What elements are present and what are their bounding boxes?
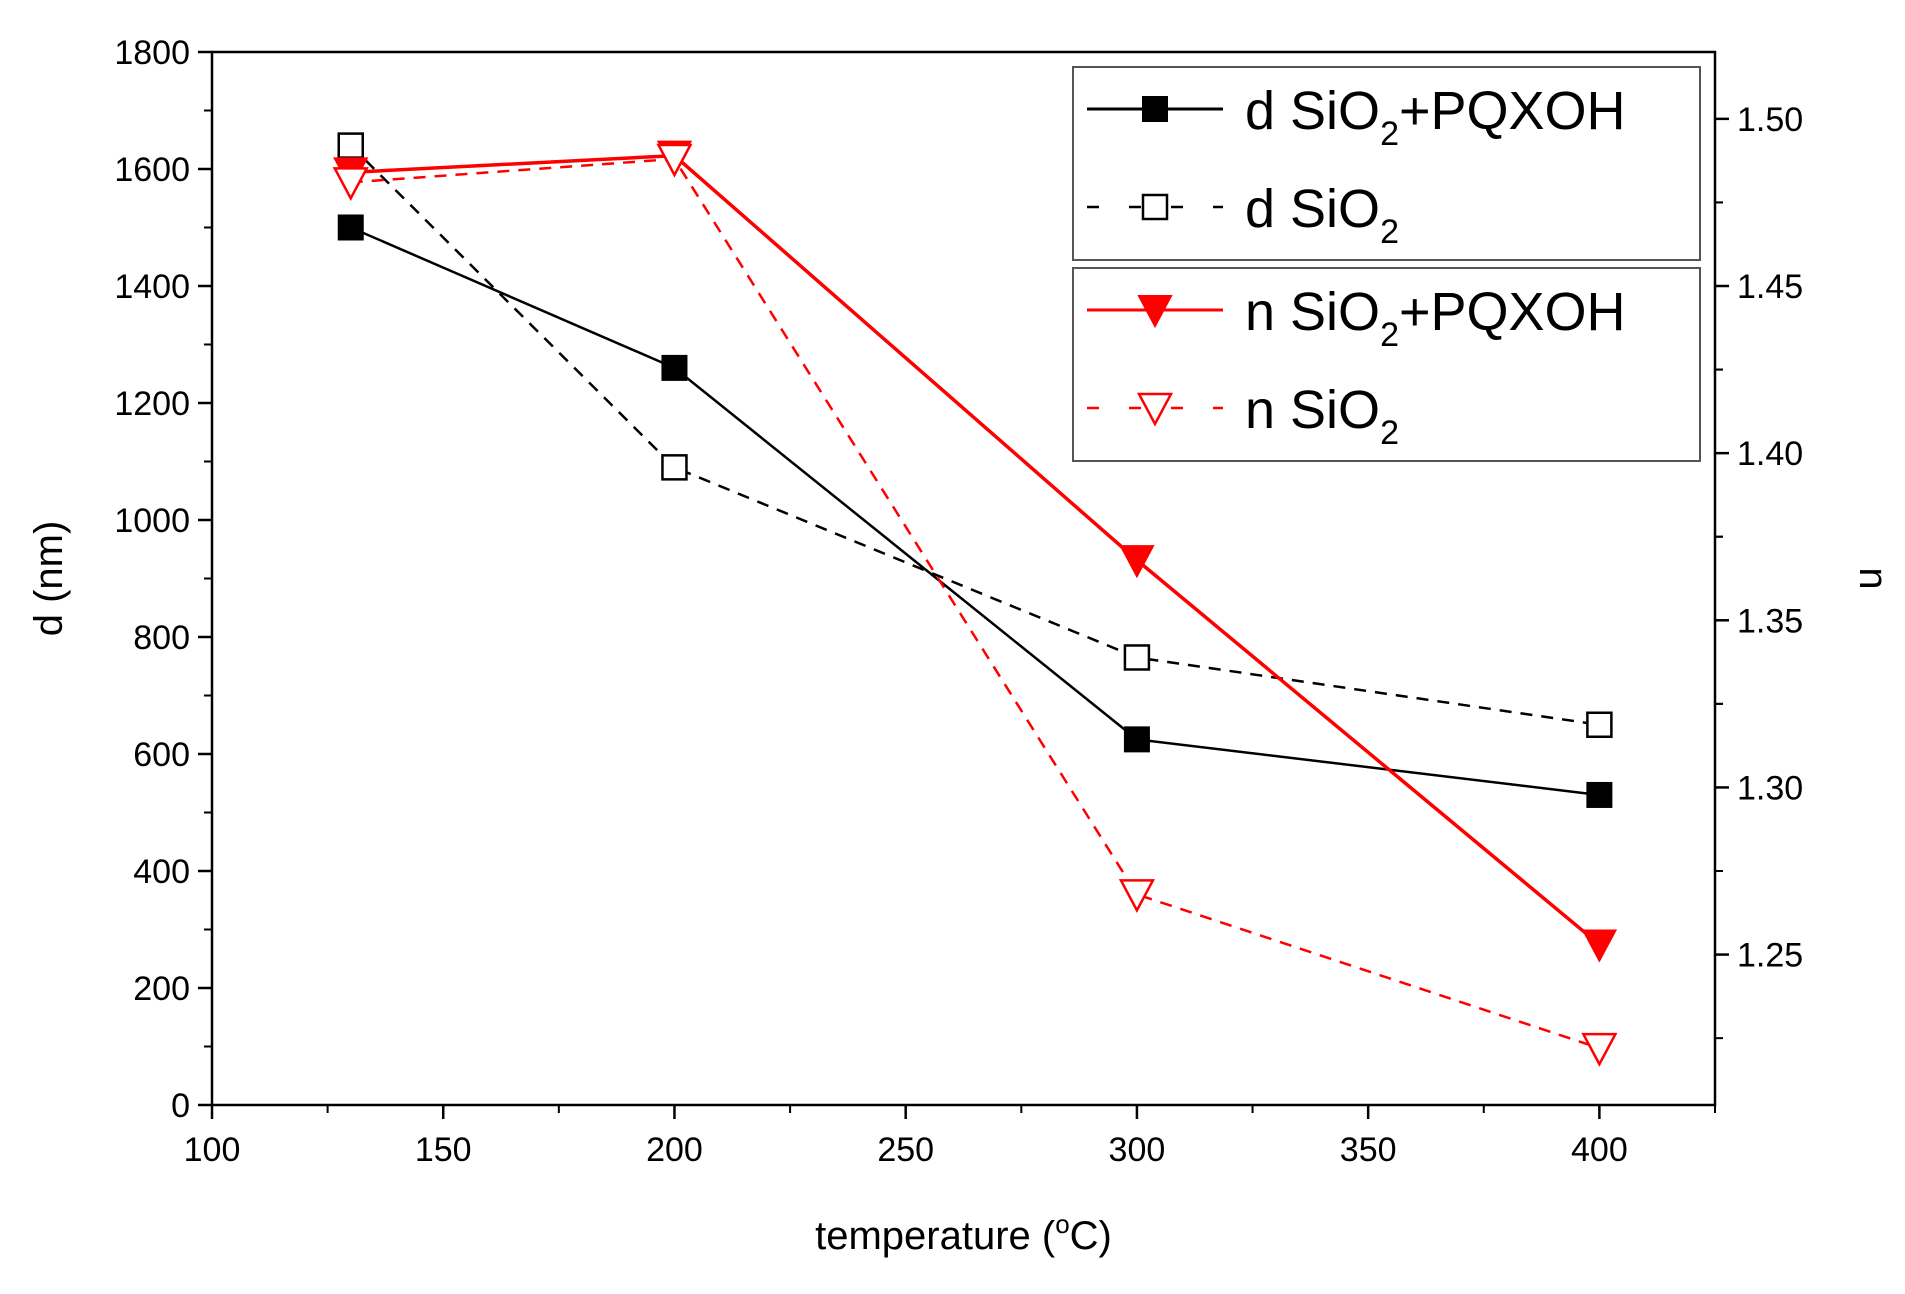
series-3-point: [1118, 879, 1156, 914]
x-tick-label: 350: [1340, 1131, 1397, 1169]
y-left-tick-label: 600: [133, 736, 190, 774]
series-0-point: [337, 214, 364, 241]
y-left-tick-label: 1200: [114, 385, 190, 423]
series-0-point: [1123, 726, 1150, 753]
legend-label-sub: 2: [1380, 316, 1399, 354]
legend-label-sub: 2: [1380, 213, 1399, 251]
y-left-axis-title: d (nm): [27, 521, 71, 637]
y-left-tick-label: 0: [171, 1087, 190, 1125]
x-tick-label: 300: [1109, 1131, 1166, 1169]
y-left-tick-label: 1600: [114, 151, 190, 189]
y-right-axis-title: n: [1851, 567, 1895, 589]
x-tick-label: 100: [184, 1131, 241, 1169]
series-2-point: [1119, 545, 1155, 579]
plot-layer: [332, 132, 1618, 1067]
legend-label-prefix: d SiO: [1245, 81, 1380, 141]
legend-marker-3: [1136, 392, 1174, 427]
axis-layer: 100 150 200 250 300 350 400 0 200 400 600 800 1000 12…: [27, 34, 1895, 1258]
series-line-0: [350, 226, 1600, 797]
legend-label-1: d SiO2: [1245, 179, 1399, 251]
series-3-point: [656, 143, 693, 178]
series-line-2: [350, 153, 1601, 946]
series-0-point: [661, 354, 688, 381]
legend-label-prefix: d SiO: [1245, 179, 1380, 239]
legend-label-suffix: +PQXOH: [1399, 282, 1626, 342]
legend-label-prefix: n SiO: [1245, 282, 1380, 342]
legend-label-3: n SiO2: [1245, 380, 1399, 452]
y-right-tick-label: 1.40: [1737, 435, 1803, 473]
y-left-tick-label: 1000: [114, 502, 190, 540]
series-1-point: [1123, 644, 1151, 671]
legend-marker-1: [1141, 193, 1169, 221]
x-tick-label: 400: [1571, 1131, 1628, 1169]
x-axis-title-degree: o: [1055, 1209, 1069, 1239]
series-0-point: [1586, 781, 1613, 808]
series-3-point: [332, 167, 369, 202]
x-tick-label: 250: [877, 1131, 934, 1169]
x-tick-label: 200: [646, 1131, 703, 1169]
legend-label-suffix: +PQXOH: [1399, 81, 1626, 141]
x-tick-label: 150: [415, 1131, 472, 1169]
legend-label-sub: 2: [1380, 115, 1399, 153]
y-left-tick-label: 400: [133, 853, 190, 891]
legend-marker-0: [1142, 96, 1168, 122]
x-axis-title-unit: C): [1070, 1214, 1112, 1258]
legend-label-2: n SiO2+PQXOH: [1245, 282, 1626, 354]
legend-marker-2: [1137, 295, 1173, 329]
y-right-tick-label: 1.45: [1737, 268, 1803, 306]
legend-label-prefix: n SiO: [1245, 380, 1380, 440]
y-right-tick-label: 1.50: [1737, 101, 1803, 139]
legend-box-0: [1072, 66, 1701, 261]
series-1-point: [1586, 711, 1613, 738]
y-left-tick-label: 800: [133, 619, 190, 657]
legend-box-1: [1072, 267, 1701, 462]
series-2-point: [1581, 929, 1618, 963]
series-line-3: [350, 157, 1600, 1050]
y-left-tick-label: 200: [133, 970, 190, 1008]
x-axis-title-text: temperature (: [815, 1214, 1056, 1258]
legend-label-0: d SiO2+PQXOH: [1245, 81, 1626, 153]
x-axis-title: temperature (oC): [815, 1209, 1112, 1258]
y-right-tick-label: 1.30: [1737, 769, 1803, 807]
series-3-point: [1581, 1032, 1618, 1067]
legend-label-sub: 2: [1380, 414, 1399, 452]
y-left-tick-label: 1400: [114, 268, 190, 306]
y-right-tick-label: 1.25: [1737, 937, 1803, 975]
y-right-tick-label: 1.35: [1737, 602, 1803, 640]
series-1-point: [661, 454, 688, 481]
y-left-tick-label: 1800: [114, 34, 190, 72]
series-1-point: [337, 132, 364, 159]
